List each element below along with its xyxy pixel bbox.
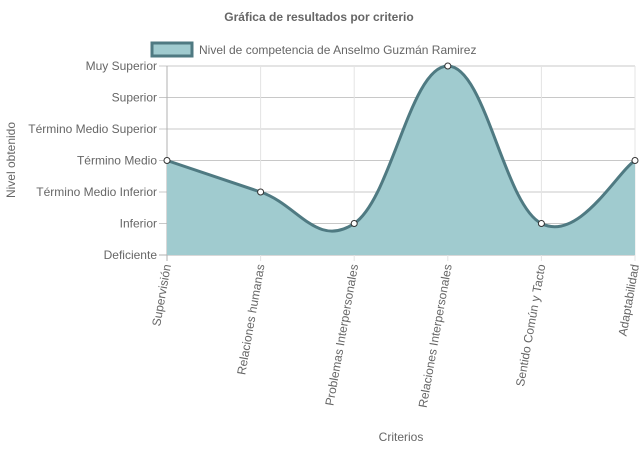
x-axis-ticks: Supervisión Relaciones humanas Problemas I… — [149, 263, 639, 409]
data-point[interactable] — [537, 220, 545, 227]
x-tick-label: Adaptabilidad — [616, 263, 639, 337]
x-axis-title: Criterios — [379, 430, 424, 444]
data-point[interactable] — [257, 188, 265, 196]
data-point[interactable] — [163, 157, 171, 164]
data-point[interactable] — [444, 62, 452, 70]
x-tick-label: Relaciones Interpersonales — [416, 263, 455, 409]
y-tick-label: Deficiente — [104, 248, 158, 262]
legend[interactable]: Nivel de competencia de Anselmo Guzmán R… — [150, 41, 476, 58]
legend-swatch — [150, 41, 194, 58]
y-axis-ticks: Deficiente Inferior Término Medio Inferior… — [28, 59, 157, 262]
y-tick-label: Muy Superior — [86, 59, 157, 73]
series-area-fill — [167, 66, 635, 255]
data-point[interactable] — [631, 157, 639, 164]
x-tick-label: Problemas Interpersonales — [322, 263, 361, 407]
x-tick-label: Relaciones humanas — [234, 263, 267, 376]
data-points — [163, 62, 639, 227]
x-tick-label: Sentido Común y Tacto — [513, 263, 548, 388]
y-tick-label: Término Medio — [77, 154, 157, 168]
data-point[interactable] — [350, 220, 358, 227]
y-tick-label: Término Medio Superior — [28, 122, 157, 136]
y-tick-label: Término Medio Inferior — [36, 185, 157, 199]
y-tick-label: Inferior — [120, 217, 157, 231]
y-axis-title: Nivel obtenido — [4, 122, 18, 198]
x-tick-label: Supervisión — [149, 263, 174, 327]
legend-label: Nivel de competencia de Anselmo Guzmán R… — [199, 43, 476, 57]
chart-title: Gráfica de resultados por criterio — [224, 10, 413, 24]
y-tick-label: Superior — [112, 91, 157, 105]
